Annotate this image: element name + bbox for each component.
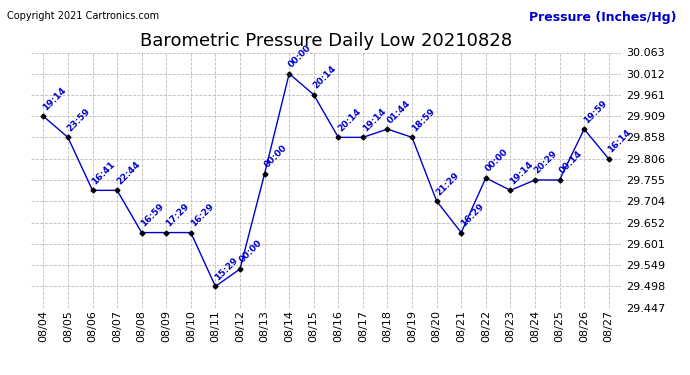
Text: 22:44: 22:44 xyxy=(115,159,141,186)
Text: 17:29: 17:29 xyxy=(164,202,191,228)
Text: 16:59: 16:59 xyxy=(139,202,166,228)
Text: 16:14: 16:14 xyxy=(607,128,633,155)
Text: 20:14: 20:14 xyxy=(312,64,338,90)
Text: Pressure (Inches/Hg): Pressure (Inches/Hg) xyxy=(529,11,676,24)
Text: 19:14: 19:14 xyxy=(361,106,388,133)
Text: 15:29: 15:29 xyxy=(213,255,240,282)
Text: 01:44: 01:44 xyxy=(385,98,412,125)
Text: 00:00: 00:00 xyxy=(287,43,313,69)
Title: Barometric Pressure Daily Low 20210828: Barometric Pressure Daily Low 20210828 xyxy=(140,32,512,50)
Text: 00:00: 00:00 xyxy=(484,147,510,174)
Text: 16:29: 16:29 xyxy=(459,202,486,228)
Text: 00:00: 00:00 xyxy=(262,143,288,170)
Text: 19:14: 19:14 xyxy=(41,85,68,112)
Text: 21:29: 21:29 xyxy=(435,170,461,197)
Text: 00:14: 00:14 xyxy=(558,149,584,176)
Text: 23:59: 23:59 xyxy=(66,106,92,133)
Text: 19:59: 19:59 xyxy=(582,98,609,125)
Text: 18:59: 18:59 xyxy=(410,106,437,133)
Text: 19:14: 19:14 xyxy=(509,159,535,186)
Text: 20:29: 20:29 xyxy=(533,149,560,176)
Text: 20:14: 20:14 xyxy=(336,106,363,133)
Text: Copyright 2021 Cartronics.com: Copyright 2021 Cartronics.com xyxy=(7,11,159,21)
Text: 16:41: 16:41 xyxy=(90,159,117,186)
Text: 00:00: 00:00 xyxy=(238,238,264,265)
Text: 16:29: 16:29 xyxy=(188,202,215,228)
